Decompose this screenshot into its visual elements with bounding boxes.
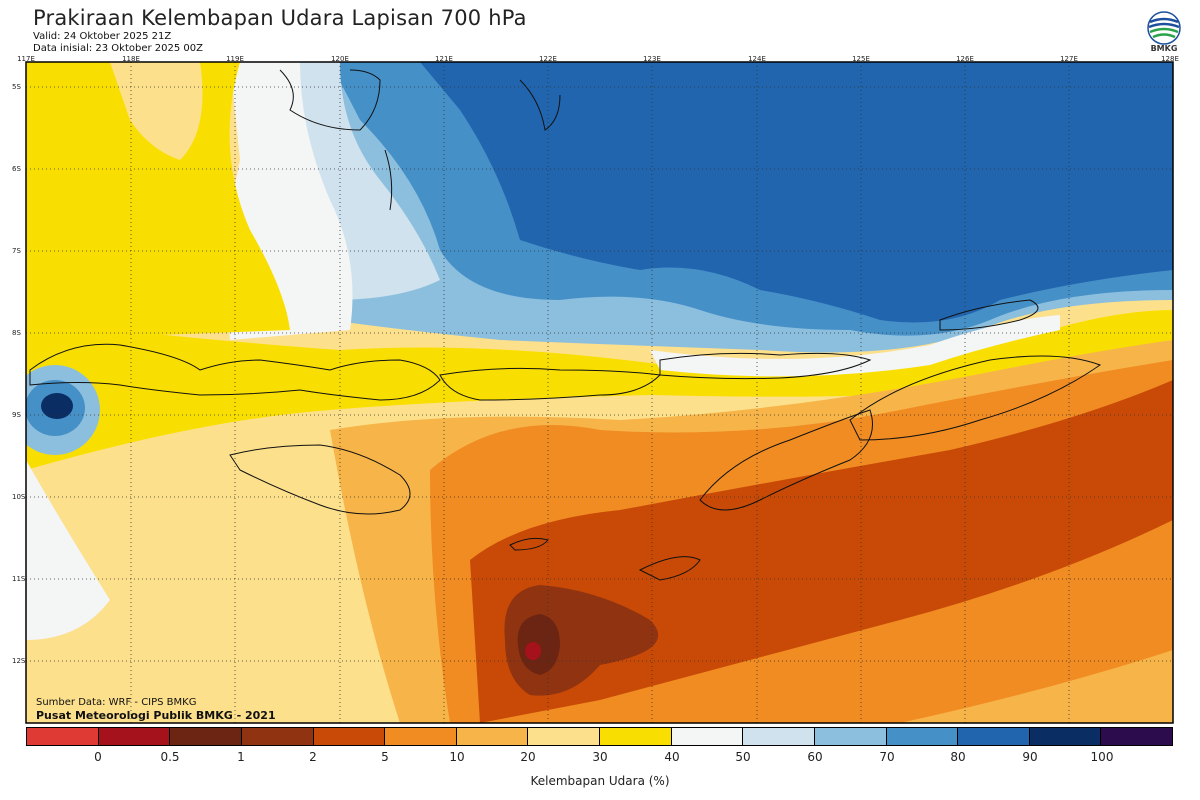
field-red-core bbox=[525, 642, 541, 660]
map-title: Prakiraan Kelembapan Udara Lapisan 700 h… bbox=[33, 6, 527, 30]
coastlines bbox=[29, 69, 1102, 581]
colorbar-title: Kelembapan Udara (%) bbox=[530, 774, 670, 788]
coast-alor bbox=[659, 352, 872, 380]
colorbar-segment bbox=[1101, 728, 1172, 745]
data-source-credit: Sumber Data: WRF - CIPS BMKG bbox=[36, 697, 197, 708]
colorbar-segment bbox=[814, 728, 887, 745]
lon-label: 128E bbox=[1161, 55, 1179, 63]
colorbar-label: 5 bbox=[381, 750, 389, 764]
colorbar-segment bbox=[886, 728, 959, 745]
coast-timor bbox=[699, 409, 873, 511]
lat-label: 6S bbox=[12, 165, 21, 173]
colorbar-segment bbox=[313, 728, 386, 745]
colorbar-label: 0.5 bbox=[160, 750, 180, 764]
lon-label: 126E bbox=[956, 55, 974, 63]
lon-label: 123E bbox=[643, 55, 661, 63]
lon-label: 118E bbox=[122, 55, 140, 63]
lon-label: 122E bbox=[539, 55, 557, 63]
field-white-band bbox=[650, 315, 1060, 377]
field-white-west-lower bbox=[26, 460, 110, 640]
lon-label: 117E bbox=[17, 55, 35, 63]
lat-label: 8S bbox=[12, 329, 21, 337]
coast-selayar bbox=[384, 149, 393, 211]
lat-label: 12S bbox=[12, 657, 26, 665]
colorbar bbox=[26, 727, 1173, 746]
lat-label: 5S bbox=[12, 83, 21, 91]
field-dark-brown bbox=[517, 614, 560, 675]
colorbar-segment bbox=[98, 728, 171, 745]
initial-data-time: Data inisial: 23 Oktober 2025 00Z bbox=[33, 43, 203, 54]
colorbar-segment bbox=[671, 728, 744, 745]
valid-time: Valid: 24 Oktober 2025 21Z bbox=[33, 31, 172, 42]
colorbar-segment bbox=[528, 728, 600, 745]
colorbar-label: 100 bbox=[1090, 750, 1114, 764]
coast-buton bbox=[519, 79, 561, 131]
colorbar-label: 60 bbox=[807, 750, 823, 764]
lat-label: 11S bbox=[12, 575, 26, 583]
coast-rote bbox=[638, 556, 701, 581]
lon-label: 120E bbox=[331, 55, 349, 63]
lon-label: 127E bbox=[1060, 55, 1078, 63]
coast-sawu bbox=[509, 537, 549, 551]
colorbar-label: 90 bbox=[1022, 750, 1038, 764]
colorbar-label: 70 bbox=[879, 750, 895, 764]
field-vortex-inner bbox=[41, 393, 73, 419]
logo-text: BMKG bbox=[1150, 44, 1178, 53]
field-pale-yellow-nw bbox=[110, 62, 203, 160]
colorbar-segment bbox=[241, 728, 314, 745]
lon-label: 124E bbox=[748, 55, 766, 63]
coast-sumba bbox=[229, 444, 411, 515]
coast-australia-arc bbox=[849, 355, 1102, 441]
coast-flores bbox=[439, 367, 662, 401]
humidity-field bbox=[26, 62, 1173, 723]
colorbar-label: 30 bbox=[592, 750, 608, 764]
field-yellow-band bbox=[26, 310, 1173, 470]
publisher-credit: Pusat Meteorologi Publik BMKG - 2021 bbox=[36, 709, 276, 722]
coast-wetar bbox=[939, 299, 1039, 331]
colorbar-segment bbox=[600, 728, 672, 745]
colorbar-label: 0 bbox=[94, 750, 102, 764]
colorbar-label: 2 bbox=[309, 750, 317, 764]
map-frame bbox=[25, 61, 1174, 724]
colorbar-segment bbox=[385, 728, 457, 745]
coast-sumbawa bbox=[29, 343, 441, 401]
colorbar-label: 40 bbox=[664, 750, 680, 764]
colorbar-label: 1 bbox=[237, 750, 245, 764]
colorbar-segment bbox=[27, 728, 99, 745]
bmkg-logo-icon bbox=[1147, 11, 1181, 45]
coast-sulawesi bbox=[279, 69, 381, 131]
colorbar-label: 20 bbox=[520, 750, 536, 764]
colorbar-segment bbox=[958, 728, 1030, 745]
colorbar-segment bbox=[1029, 728, 1102, 745]
lon-label: 121E bbox=[435, 55, 453, 63]
lon-label: 119E bbox=[226, 55, 244, 63]
field-dark-blue bbox=[420, 62, 1173, 323]
colorbar-segment bbox=[170, 728, 242, 745]
lat-label: 9S bbox=[12, 411, 21, 419]
lat-label: 7S bbox=[12, 247, 21, 255]
colorbar-segment bbox=[743, 728, 815, 745]
lat-label: 10S bbox=[12, 493, 26, 501]
colorbar-label: 50 bbox=[735, 750, 751, 764]
field-yellow-west bbox=[26, 62, 290, 340]
colorbar-label: 10 bbox=[449, 750, 465, 764]
colorbar-segment bbox=[456, 728, 529, 745]
colorbar-label: 80 bbox=[950, 750, 966, 764]
lon-label: 125E bbox=[852, 55, 870, 63]
